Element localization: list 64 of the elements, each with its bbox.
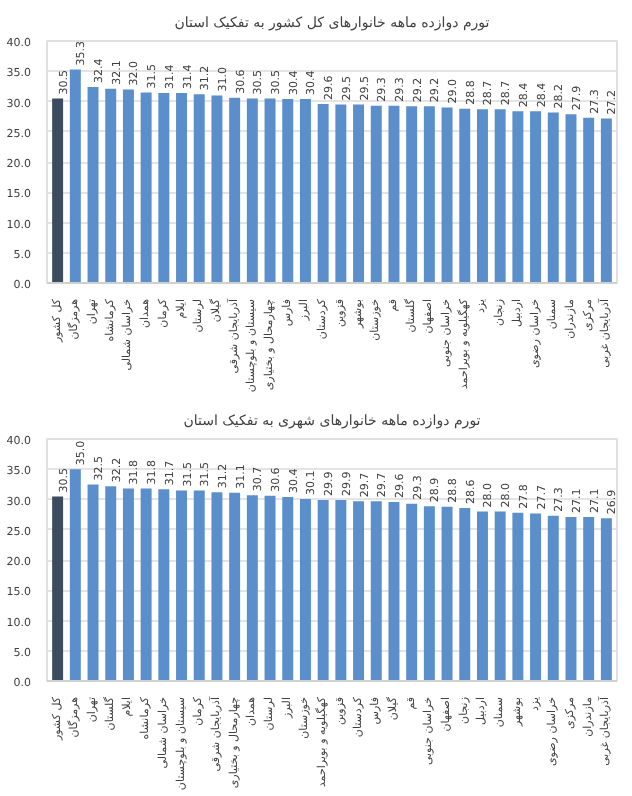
bar [583,517,595,681]
bar [600,518,612,681]
bar [406,503,418,681]
bar [140,488,152,681]
bar [388,105,400,283]
bar [530,111,542,283]
bar [211,95,223,283]
bar [494,109,506,283]
bar [193,490,205,681]
bar [105,486,117,681]
bar [512,512,524,681]
bar [565,517,577,681]
bar [441,107,453,283]
bar [282,497,294,681]
bar [105,88,117,283]
bar [547,515,559,681]
bar [193,94,205,283]
bar [158,489,170,681]
bar [335,500,347,681]
bar [317,500,329,681]
bar [246,495,258,681]
bar [565,114,577,283]
bar [370,501,382,681]
bar [441,506,453,681]
bar [69,469,81,681]
bar [299,498,311,681]
bar [512,111,524,283]
bar [264,495,276,681]
bar [299,99,311,283]
bar [122,488,134,681]
bar [69,69,81,283]
bar [158,93,170,283]
bar [476,511,488,681]
bar [335,104,347,283]
bar [229,492,241,681]
bar [353,501,365,681]
bar [282,99,294,283]
bar [229,97,241,283]
bar [317,103,329,283]
bar [264,98,276,283]
bar [140,92,152,283]
bar [583,117,595,283]
bar [600,118,612,283]
bar [87,484,99,681]
bar [423,106,435,283]
bar [530,513,542,681]
bar [211,492,223,681]
bar [476,109,488,283]
bar [459,108,471,283]
bar [370,105,382,283]
bar [547,112,559,283]
bar [87,86,99,283]
bar [423,506,435,681]
bar [459,507,471,681]
bar [52,98,64,283]
bar [52,496,64,681]
bar [122,89,134,283]
bar [176,93,188,283]
bar [388,501,400,681]
bar [406,106,418,283]
bar [176,490,188,681]
bar [246,98,258,283]
bar [353,104,365,283]
bar [494,511,506,681]
